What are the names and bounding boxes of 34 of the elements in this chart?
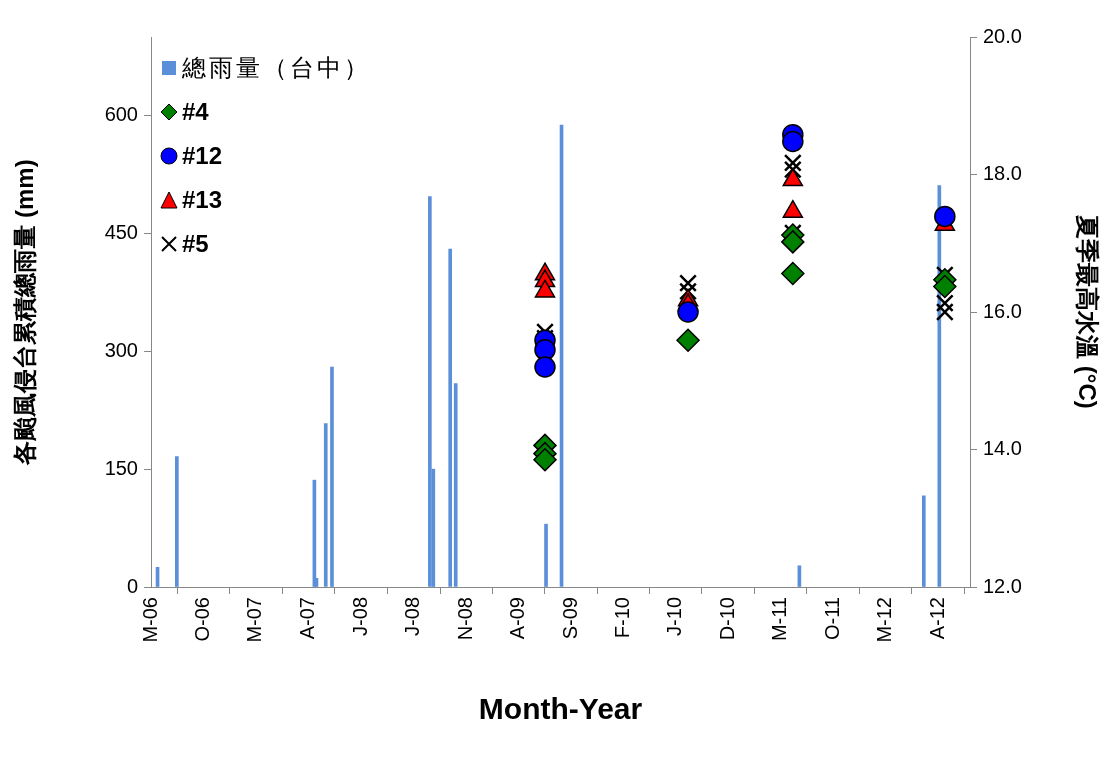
- x-tick-label: M-06: [138, 597, 161, 643]
- y2-tick-label: 16.0: [983, 299, 1022, 322]
- legend-label: #13: [182, 186, 223, 214]
- y2-tick-label: 12.0: [983, 574, 1022, 597]
- x-tick-label: J-10: [663, 597, 686, 636]
- y-axis-title: 各颱風侵台累積總雨量 (mm): [11, 159, 39, 466]
- x-tick-label: A-07: [296, 597, 319, 640]
- y-tick-label: 150: [104, 456, 138, 479]
- y2-tick-label: 14.0: [983, 437, 1022, 460]
- x-tick-label: A-12: [925, 597, 948, 640]
- x-tick-label: M-11: [767, 597, 790, 642]
- x-tick-label: A-09: [505, 597, 528, 640]
- x-tick-label: J-08: [348, 597, 371, 636]
- x-tick-label: D-10: [715, 597, 738, 641]
- y-tick-label: 300: [104, 338, 138, 361]
- y2-tick-label: 18.0: [983, 162, 1022, 185]
- y-tick-label: 0: [126, 574, 138, 597]
- y-tick-label: 450: [104, 220, 138, 243]
- x-tick-label: F-10: [611, 597, 634, 639]
- x-tick-label: J-08: [401, 597, 424, 636]
- x-tick-label: N-08: [453, 597, 476, 641]
- y-tick-label: 600: [104, 103, 138, 126]
- y2-axis-title: 夏季最高水溫 (°C): [1073, 214, 1101, 409]
- x-tick-label: S-09: [558, 597, 581, 640]
- x-tick-label: M-12: [873, 597, 896, 643]
- y2-tick-label: 20.0: [983, 24, 1022, 47]
- legend-label: #5: [182, 230, 209, 258]
- x-tick-label: M-07: [243, 597, 266, 643]
- x-tick-label: O-11: [820, 597, 843, 640]
- x-axis-title: Month-Year: [478, 692, 643, 726]
- legend-label: #12: [182, 142, 223, 170]
- x-tick-label: O-06: [191, 597, 214, 642]
- legend-label: #4: [182, 98, 209, 126]
- legend-label: 總雨量（台中）: [182, 53, 371, 83]
